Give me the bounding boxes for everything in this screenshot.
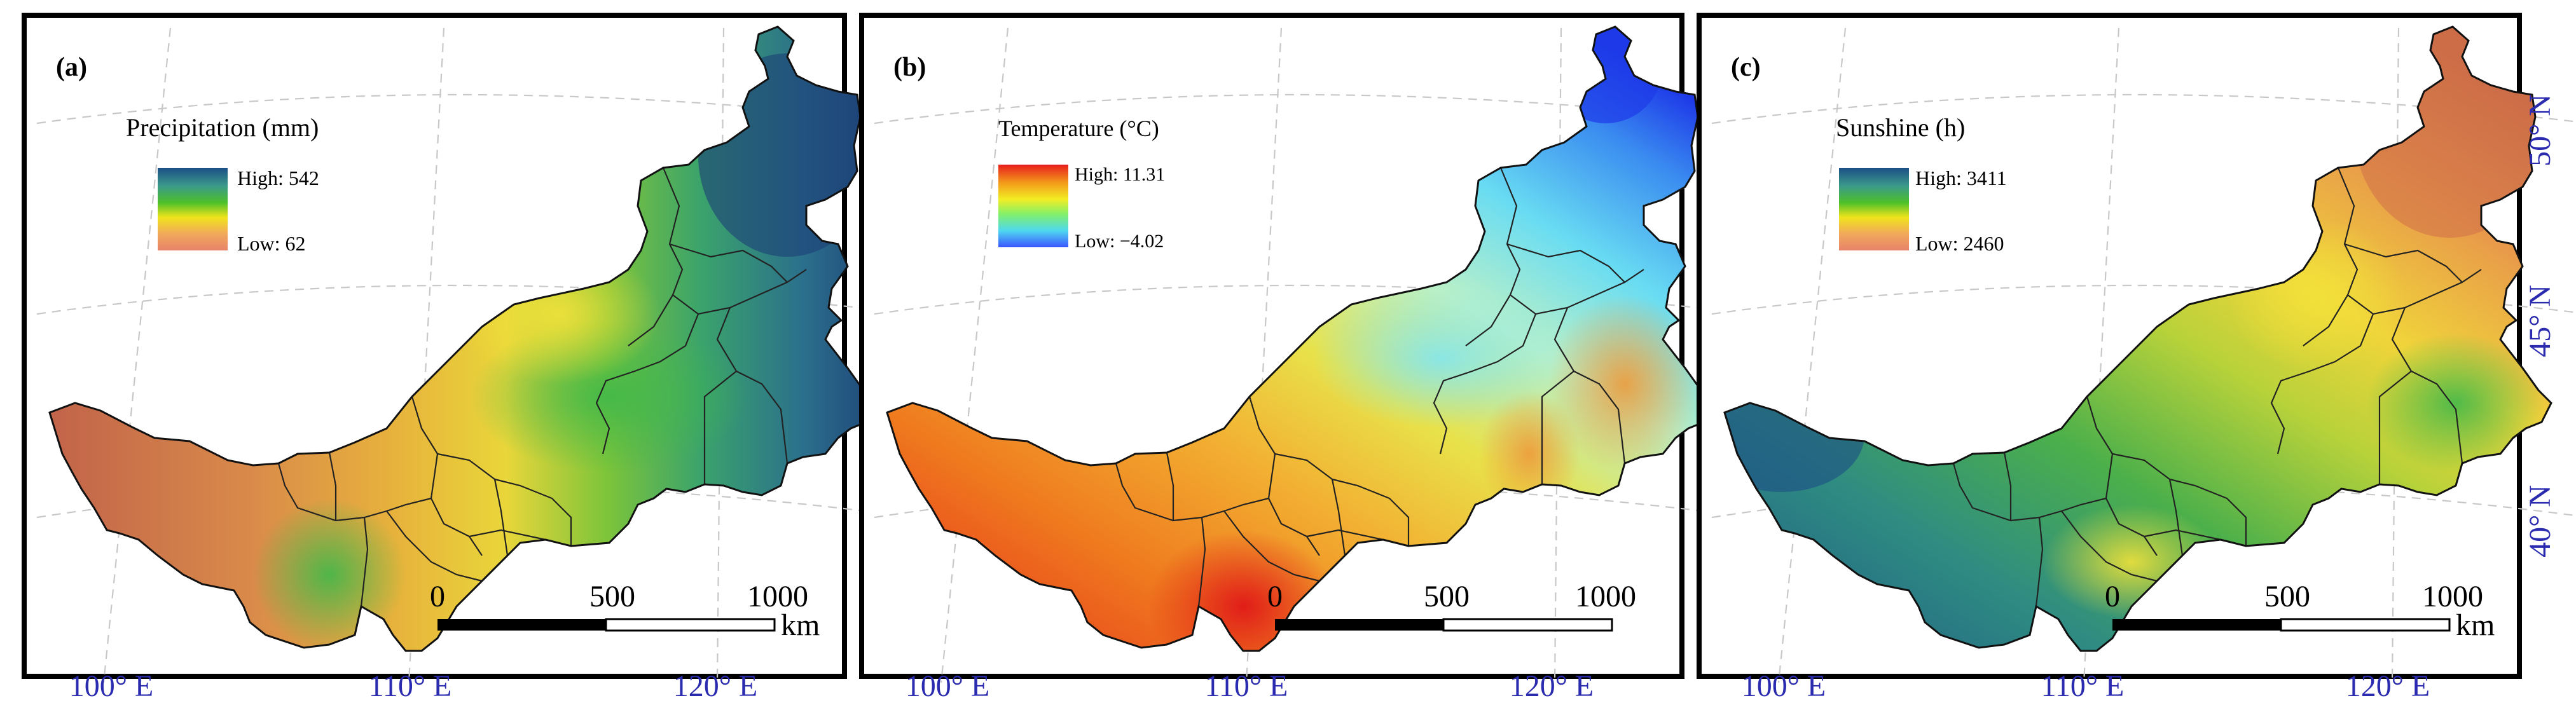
scale-unit: km: [2456, 608, 2495, 642]
legend-low-label: Low: 2460: [1915, 232, 2004, 255]
scale-tick-1000: 1000: [2422, 580, 2483, 613]
panel-tag: (a): [56, 53, 87, 82]
lon-label-120E-c: 120° E: [2346, 669, 2430, 703]
lon-label-100E-b: 100° E: [906, 669, 990, 703]
lon-label-120E-a: 120° E: [673, 669, 758, 703]
scale-tick-500: 500: [2264, 580, 2310, 613]
legend-title: Precipitation (mm): [126, 113, 319, 142]
lat-label-50N: 50° N: [2523, 94, 2557, 167]
latitude-axis-labels: 50° N 45° N 40° N: [2523, 94, 2557, 557]
lon-label-120E-b: 120° E: [1510, 669, 1594, 703]
panel-b-temperature: (b) Temperature (°C) High: 11.31 Low: −4…: [859, 13, 1753, 684]
panel-a-precipitation: (a) Precipitation (mm) High: 542 Low: 62…: [22, 13, 916, 684]
legend-high-label: High: 11.31: [1075, 164, 1165, 185]
legend-high-label: High: 3411: [1915, 167, 2007, 189]
lon-label-110E-c: 110° E: [2041, 669, 2125, 703]
lat-label-45N: 45° N: [2523, 285, 2557, 357]
lon-label-100E-a: 100° E: [69, 669, 154, 703]
scale-tick-500: 500: [1424, 580, 1470, 613]
scale-bar: 0 500 1000 km: [2105, 580, 2495, 642]
scale-tick-500: 500: [589, 580, 635, 613]
lon-label-110E-a: 110° E: [369, 669, 452, 703]
lon-label-110E-b: 110° E: [1205, 669, 1288, 703]
panel-tag: (c): [1731, 53, 1761, 82]
lat-label-40N: 40° N: [2523, 485, 2557, 557]
panel-tag: (b): [893, 53, 926, 82]
scale-unit: km: [781, 608, 820, 642]
scale-bar: 0 500 1000 km: [430, 580, 820, 642]
legend-low-label: Low: 62: [237, 232, 306, 255]
scale-tick-0: 0: [2105, 580, 2120, 613]
scale-tick-0: 0: [1267, 580, 1283, 613]
legend-color-ramp: [1839, 168, 1909, 250]
scale-tick-0: 0: [430, 580, 445, 613]
scale-bar: 0 500 1000: [1267, 580, 1636, 632]
legend-color-ramp: [998, 165, 1068, 247]
legend-title: Sunshine (h): [1836, 113, 1965, 142]
panel-c-sunshine: (c) Sunshine (h) High: 3411 Low: 2460 0 …: [1697, 13, 2576, 684]
legend-high-label: High: 542: [237, 167, 319, 189]
legend-low-label: Low: −4.02: [1075, 231, 1164, 252]
scale-tick-1000: 1000: [1575, 580, 1636, 613]
lon-label-100E-c: 100° E: [1742, 669, 1826, 703]
legend-title: Temperature (°C): [998, 116, 1159, 141]
scale-tick-1000: 1000: [747, 580, 808, 613]
longitude-axis-labels: 100° E 110° E 120° E 100° E 110° E 120° …: [69, 669, 2430, 703]
legend-color-ramp: [158, 168, 228, 250]
